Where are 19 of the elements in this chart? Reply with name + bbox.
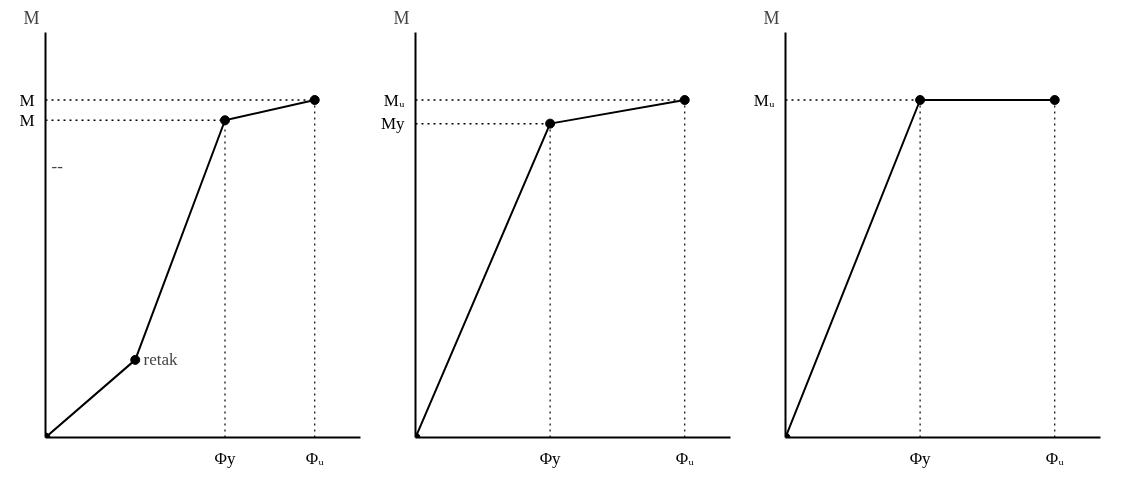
x-tick-label: Φᵤ: [1045, 448, 1065, 468]
ref-line-label: M: [19, 90, 35, 110]
x-tick-label: Φy: [539, 448, 562, 468]
y-axis-title: M: [393, 7, 410, 28]
annotation: --: [51, 157, 64, 176]
x-tick-label: Φᵤ: [305, 448, 325, 468]
point: [219, 115, 230, 126]
y-axis-title: M: [23, 7, 40, 28]
x-tick-label: Φy: [909, 448, 932, 468]
ref-line-label: Mᵤ: [383, 90, 405, 110]
point: [309, 95, 320, 105]
x-tick-label: Φᵤ: [675, 448, 695, 468]
annotation: retak: [143, 350, 178, 369]
ref-line-label: M: [19, 110, 35, 130]
y-axis-title: M: [763, 7, 780, 28]
ref-line-label: My: [380, 114, 405, 134]
point: [130, 354, 141, 365]
ref-line-label: Mᵤ: [753, 90, 775, 110]
x-tick-label: Φy: [214, 448, 236, 468]
